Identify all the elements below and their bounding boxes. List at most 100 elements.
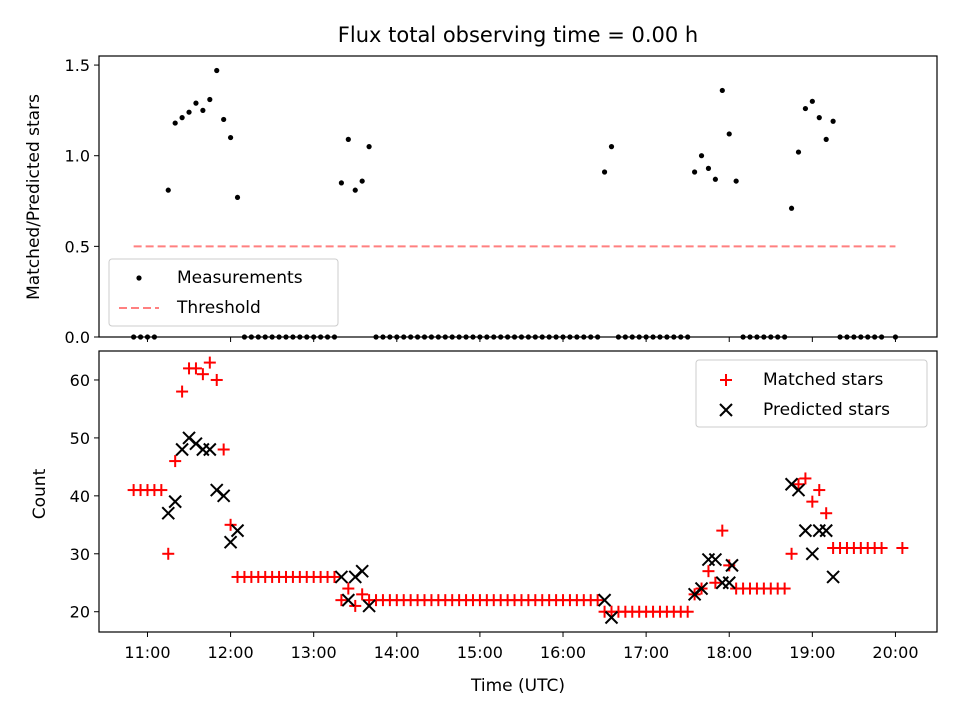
predicted-star-point — [161, 506, 175, 520]
top-y-tick-label: 1.5 — [65, 56, 90, 75]
legend-label-predicted: Predicted stars — [763, 400, 890, 420]
bottom-y-tick-label: 20 — [70, 603, 90, 622]
measurement-point — [601, 169, 608, 175]
x-tick-label: 17:00 — [623, 643, 669, 662]
measurement-point — [345, 136, 351, 142]
x-axis-label: Time (UTC) — [470, 676, 565, 696]
measurement-point — [830, 118, 836, 124]
matched-star-point — [806, 495, 819, 508]
matched-star-point — [349, 599, 362, 612]
top-y-ticks: 0.0 0.5 1.0 1.5 — [65, 56, 99, 347]
matched-star-point — [896, 541, 909, 554]
bottom-y-tick-label: 50 — [70, 429, 90, 448]
matched-star-point — [210, 373, 223, 386]
legend-label-matched: Matched stars — [763, 370, 883, 390]
x-tick-label: 12:00 — [208, 643, 254, 662]
matched-star-point — [820, 507, 833, 520]
predicted-star-point — [722, 576, 736, 590]
measurement-point — [719, 87, 725, 94]
matched-star-point — [356, 588, 369, 601]
measurement-point — [788, 205, 795, 211]
x-tick-label: 19:00 — [789, 643, 835, 662]
predicted-star-point — [223, 535, 238, 549]
matched-star-point — [335, 594, 348, 607]
measurement-point — [712, 176, 718, 182]
predicted-star-point — [819, 523, 833, 538]
measurement-point — [221, 116, 227, 123]
matched-star-point — [169, 455, 182, 468]
predicted-star-point — [604, 610, 619, 625]
measurement-point — [816, 115, 822, 121]
bottom-y-tick-label: 40 — [70, 487, 90, 506]
matched-star-point — [328, 570, 341, 583]
x-tick-label: 13:00 — [291, 643, 337, 662]
top-x-ticks — [146, 337, 896, 342]
measurement-point — [338, 180, 344, 186]
bottom-y-axis-label: Count — [30, 468, 50, 519]
measurement-point — [608, 144, 615, 150]
measurement-point — [802, 105, 809, 112]
matched-star-point — [778, 582, 791, 595]
top-axes-frame — [98, 55, 938, 338]
predicted-star-point — [230, 523, 245, 538]
predicted-star-point — [708, 552, 723, 567]
measurement-point — [172, 120, 178, 126]
chart-title: Flux total observing time = 0.00 h — [338, 23, 698, 47]
measurement-point — [193, 100, 199, 106]
matched-star-point — [162, 547, 175, 560]
top-y-tick-label: 0.5 — [65, 237, 90, 256]
legend-label-measurements: Measurements — [177, 268, 303, 288]
bottom-y-tick-label: 30 — [70, 545, 90, 564]
top-y-tick-label: 0.0 — [65, 328, 90, 347]
bottom-y-tick-label: 60 — [70, 371, 90, 390]
legend-marker-measurements — [136, 275, 142, 281]
top-legend-frame — [108, 258, 339, 327]
measurement-point — [809, 98, 815, 104]
predicted-star-point — [362, 599, 376, 613]
measurement-point — [165, 187, 171, 193]
x-tick-label: 15:00 — [457, 643, 503, 662]
predicted-star-point — [798, 523, 813, 538]
measurement-point — [207, 96, 213, 103]
measurement-point — [352, 187, 358, 193]
matched-star-point — [716, 524, 729, 537]
measurement-point — [359, 178, 365, 184]
predicted-star-point — [355, 564, 369, 578]
legend-label-threshold: Threshold — [176, 298, 261, 318]
predicted-star-point — [597, 593, 612, 607]
matched-star-point — [813, 484, 826, 497]
measurement-point — [214, 67, 220, 74]
bottom-legend: Matched stars Predicted stars — [695, 359, 928, 428]
measurement-point — [733, 178, 739, 184]
matched-star-point — [189, 362, 202, 375]
predicted-star-point — [203, 442, 217, 457]
matched-star-point — [342, 582, 355, 595]
matched-star-point — [176, 385, 189, 398]
measurement-point — [698, 153, 705, 159]
matched-star-point — [785, 547, 798, 560]
matched-star-point — [792, 478, 805, 491]
x-tick-label: 16:00 — [540, 643, 586, 662]
measurement-point — [186, 109, 192, 115]
legend-marker-predicted — [719, 403, 733, 417]
top-legend: Measurements Threshold — [108, 258, 339, 327]
matched-star-point — [196, 368, 209, 381]
matched-star-point — [155, 484, 168, 497]
predicted-star-point — [694, 581, 709, 596]
matched-star-point — [217, 443, 230, 456]
predicted-star-point — [725, 558, 739, 573]
predicted-star-point — [341, 593, 356, 607]
measurement-point — [705, 165, 712, 171]
bottom-x-ticks: 11:00 12:00 13:00 14:00 15:00 16:00 17:00 18:00… — [124, 632, 919, 662]
measurement-point — [795, 149, 802, 155]
predicted-star-point — [216, 489, 231, 503]
x-tick-label: 20:00 — [872, 643, 918, 662]
predicted-star-point — [791, 483, 806, 497]
x-tick-label: 18:00 — [706, 643, 752, 662]
matched-star-point — [681, 605, 694, 618]
x-tick-label: 11:00 — [124, 643, 170, 662]
bottom-axes-frame — [98, 350, 938, 633]
measurement-point — [200, 107, 206, 113]
bottom-y-ticks: 20 30 40 50 60 — [70, 371, 99, 622]
measurement-point — [179, 115, 185, 121]
